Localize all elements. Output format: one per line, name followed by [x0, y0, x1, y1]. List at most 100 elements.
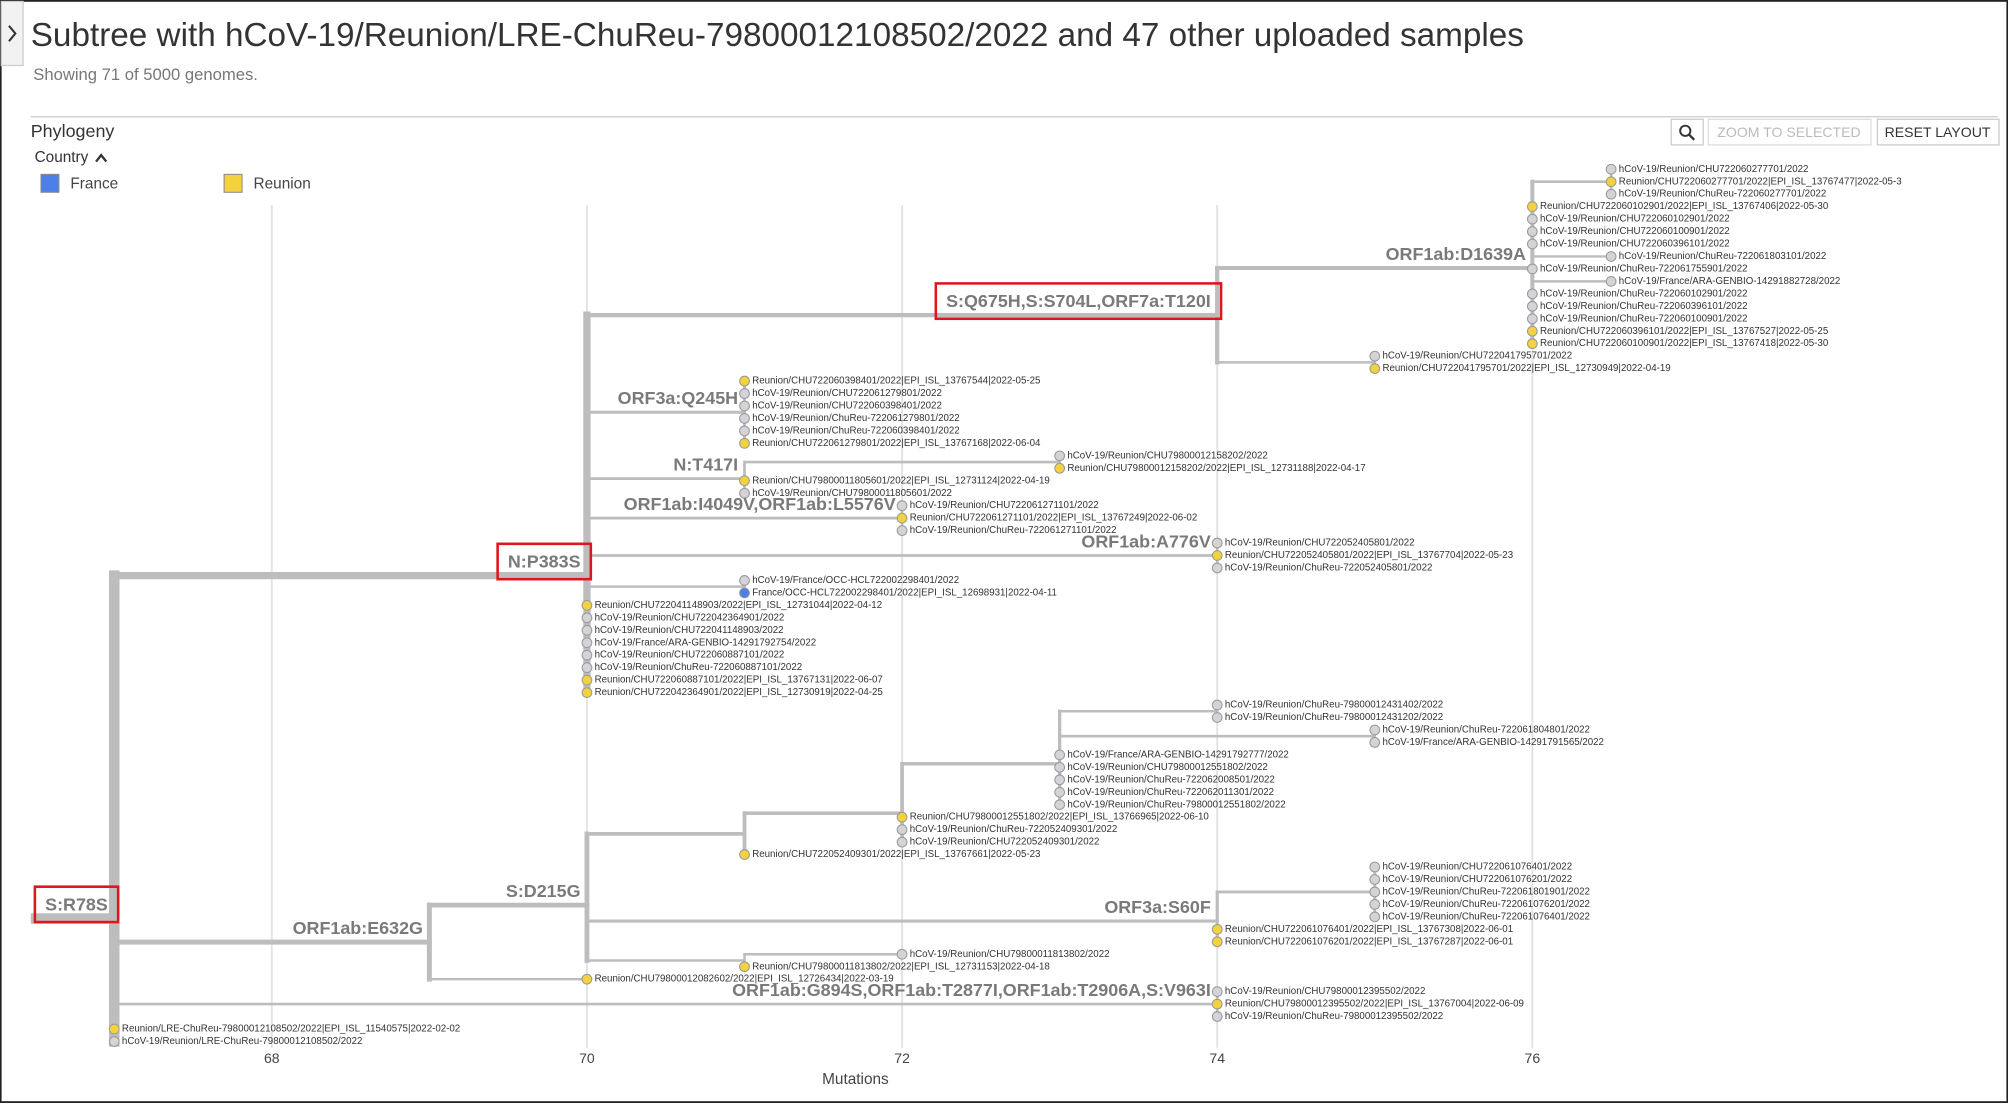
button-box[interactable] [1707, 118, 1872, 146]
branch-label: S:R78S [45, 894, 108, 914]
tip [1211, 537, 1223, 549]
tip-label: Reunion/CHU79800012158202/2022|EPI_ISL_1… [1067, 463, 1365, 474]
tip [1369, 724, 1381, 736]
tip [1526, 300, 1538, 312]
branch-label: ORF3a:S60F [1104, 897, 1211, 917]
legend-title[interactable]: Country [35, 149, 89, 166]
legend-toggle[interactable]: Country [35, 149, 108, 166]
page-title: Subtree with hCoV-19/Reunion/LRE-ChuReu-… [31, 17, 1524, 54]
magnifier-icon[interactable] [1679, 124, 1692, 137]
tip [1526, 325, 1538, 337]
tip-label: Reunion/CHU79800012395502/2022|EPI_ISL_1… [1225, 999, 1524, 1010]
tip [1211, 699, 1223, 711]
branch-label: ORF1ab:E632G [293, 918, 423, 938]
tip-label: hCoV-19/Reunion/CHU722041795701/2022 [1382, 351, 1572, 362]
tip [1054, 799, 1066, 811]
tip-label: hCoV-19/Reunion/ChuReu-722061801901/2022 [1382, 887, 1590, 898]
tip [1054, 749, 1066, 761]
tip [108, 1023, 120, 1035]
tip-label: hCoV-19/Reunion/ChuReu-79800012551802/20… [1067, 799, 1285, 810]
x-tick-label: 76 [1525, 1050, 1541, 1066]
branch-label: ORF1ab:A776V [1081, 531, 1210, 551]
button-box[interactable] [1670, 118, 1704, 146]
tip [1526, 338, 1538, 350]
tip [1369, 350, 1381, 362]
tip [896, 948, 908, 960]
highlight-box [496, 542, 593, 581]
tip-label: hCoV-19/Reunion/ChuReu-722061076201/2022 [1382, 899, 1590, 910]
tip-label: hCoV-19/Reunion/ChuReu-722060396101/2022 [1540, 301, 1748, 312]
branch-label: S:D215G [506, 881, 581, 901]
tip [896, 525, 908, 536]
tip [1054, 761, 1066, 773]
tip-label: hCoV-19/Reunion/CHU722061076201/2022 [1382, 874, 1572, 885]
toggle-icon[interactable] [8, 25, 17, 42]
tip-label: Reunion/CHU722060277701/2022|EPI_ISL_137… [1619, 176, 1902, 187]
zoom-to-selected-button[interactable]: ZOOM TO SELECTED [1717, 124, 1860, 140]
tip [739, 388, 750, 399]
magnifier-handle[interactable] [1688, 133, 1696, 141]
tip-label: Reunion/CHU722061076401/2022|EPI_ISL_137… [1225, 924, 1513, 935]
branch-label: N:P383S [508, 552, 581, 572]
zoom-icon-button[interactable] [1670, 118, 1704, 146]
tip [739, 437, 750, 449]
tip-label: hCoV-19/Reunion/CHU722060398401/2022 [752, 401, 942, 412]
legend-label: Reunion [254, 176, 311, 193]
tip-label: hCoV-19/Reunion/ChuReu-722052409301/2022 [910, 824, 1118, 835]
tip-label: hCoV-19/Reunion/ChuReu-722061076401/2022 [1382, 911, 1590, 922]
tip-label: hCoV-19/Reunion/CHU79800011805601/2022 [752, 488, 952, 499]
tip [896, 811, 908, 823]
branch-label: ORF3a:Q245H [618, 388, 738, 408]
caret-icon[interactable] [95, 153, 108, 163]
branch-label: N:T417I [673, 455, 738, 475]
tip [1526, 213, 1538, 225]
branch-label: ORF1ab:G894S,ORF1ab:T2877I,ORF1ab:T2906A… [732, 980, 1211, 1000]
tip [896, 824, 908, 836]
toggle-box[interactable] [0, 0, 24, 67]
tip-label: hCoV-19/Reunion/CHU722052409301/2022 [910, 837, 1100, 848]
tip [739, 961, 750, 973]
tip-label: Reunion/CHU722061271101/2022|EPI_ISL_137… [910, 513, 1198, 524]
tip [739, 375, 750, 387]
tip [1211, 936, 1223, 948]
tip [581, 612, 593, 624]
tip-label: hCoV-19/Reunion/CHU722060396101/2022 [1540, 239, 1730, 250]
tip [1369, 874, 1381, 885]
tip [108, 1036, 120, 1047]
tip-label: Reunion/CHU722060102901/2022|EPI_ISL_137… [1540, 201, 1829, 212]
highlight-box [33, 885, 120, 924]
tip [581, 637, 593, 649]
tip-label: hCoV-19/Reunion/ChuReu-722061279801/2022 [752, 413, 960, 424]
tip [1054, 462, 1066, 474]
button-box[interactable] [1876, 118, 2000, 146]
tip [739, 849, 750, 860]
tip-label: Reunion/CHU79800012551802/2022|EPI_ISL_1… [910, 812, 1210, 823]
tip [1605, 163, 1617, 175]
legend-swatch [223, 173, 243, 193]
tip-label: Reunion/CHU79800012082602/2022|EPI_ISL_1… [595, 974, 894, 985]
tips: hCoV-19/Reunion/CHU722060277701/2022Reun… [108, 163, 1902, 1047]
tip [1369, 861, 1381, 873]
tip-label: Reunion/CHU722042364901/2022|EPI_ISL_127… [595, 687, 883, 698]
tip [1054, 450, 1066, 462]
tip-label: hCoV-19/Reunion/CHU79800012158202/2022 [1067, 450, 1267, 461]
tip-label: France/OCC-HCL722002298401/2022|EPI_ISL_… [752, 587, 1057, 598]
x-tick-label: 70 [579, 1050, 595, 1066]
branch-labels: ORF1ab:D1639A S:Q675H,S:S704L,ORF7a:T120I… [33, 244, 1526, 1000]
tip-label: hCoV-19/France/ARA-GENBIO-14291882728/20… [1619, 276, 1841, 287]
branch-label: ORF1ab:D1639A [1386, 244, 1526, 264]
tip [1211, 998, 1223, 1010]
legend-swatch [40, 173, 60, 193]
tip [581, 599, 593, 611]
tip [1211, 550, 1223, 561]
tip [581, 973, 593, 985]
reset-layout-button[interactable]: RESET LAYOUT [1885, 124, 1991, 140]
plot-area: hCoV-19/Reunion/CHU722060277701/2022Reun… [30, 163, 1902, 1048]
tip-label: hCoV-19/Reunion/ChuReu-722052405801/2022 [1225, 563, 1433, 574]
sidebar-toggle[interactable] [0, 0, 24, 67]
tip-label: Reunion/CHU722061076201/2022|EPI_ISL_137… [1225, 936, 1513, 947]
subtitle: Showing 71 of 5000 genomes. [33, 65, 258, 84]
tip-label: hCoV-19/Reunion/CHU722060100901/2022 [1540, 226, 1730, 237]
tip [739, 487, 750, 499]
tip-label: hCoV-19/Reunion/ChuReu-722060100901/2022 [1540, 313, 1748, 324]
